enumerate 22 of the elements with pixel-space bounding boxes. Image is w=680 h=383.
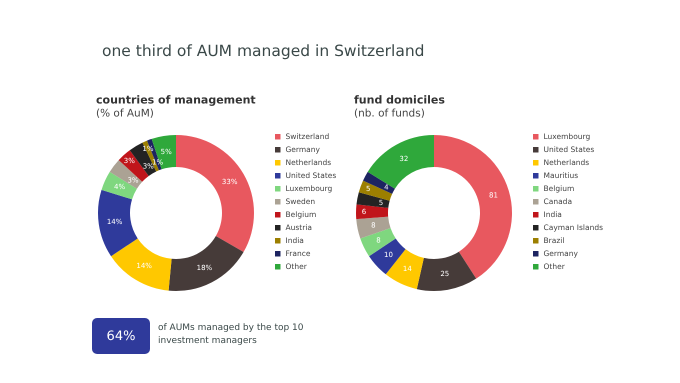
donut-slice: [168, 236, 244, 291]
donut-slice: [111, 238, 172, 291]
chart-title: countries of management: [96, 94, 256, 106]
donut-slice: [356, 204, 388, 220]
donut-slice: [358, 180, 392, 201]
donut-slice: [434, 135, 512, 279]
donut-slice: [416, 252, 476, 291]
donut-slice: [363, 172, 395, 194]
donut-slice: [98, 190, 138, 256]
donut-slice: [102, 172, 137, 200]
donut-slice: [152, 135, 176, 170]
donut-slice: [386, 249, 424, 290]
chart-subtitle: (% of AuM): [96, 108, 154, 120]
donut-slice: [360, 228, 396, 256]
text: one third of AUM managed in Switzerland: [102, 42, 424, 60]
donut-slice: [356, 192, 390, 208]
chart-title: fund domiciles: [354, 94, 446, 106]
chart-subtitle: (nb. of funds): [354, 108, 425, 120]
donut-slice: [176, 135, 254, 252]
text: 64%: [92, 318, 150, 354]
donut-slice: [356, 216, 391, 239]
text: of AUMs managed by the top 10 investment managers: [158, 322, 305, 348]
